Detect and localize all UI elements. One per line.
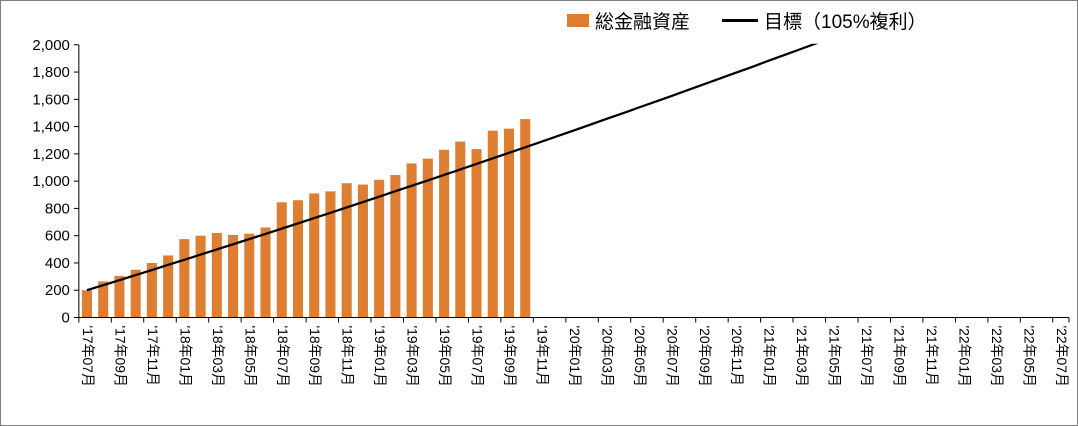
bar: [390, 175, 401, 318]
bar: [439, 149, 450, 318]
x-axis-label: '18年01月: [177, 325, 193, 386]
x-axis-label: '22年07月: [1054, 325, 1070, 386]
bar: [520, 119, 531, 318]
bar: [211, 232, 222, 318]
x-axis-label: '20年05月: [632, 325, 648, 386]
x-axis-label: '18年11月: [340, 325, 356, 385]
x-axis-label: '21年09月: [892, 325, 908, 386]
bar: [309, 193, 320, 318]
bar: [98, 281, 109, 318]
x-axis-label: '18年07月: [275, 325, 291, 386]
y-axis-label: 1,000: [32, 173, 69, 190]
legend-label: 総金融資産: [595, 12, 691, 33]
y-axis-label: 200: [45, 282, 70, 299]
x-axis-label: '21年07月: [859, 325, 875, 386]
x-axis-label: '20年03月: [599, 325, 615, 386]
bar: [244, 233, 255, 318]
bar-series: [81, 119, 531, 318]
bar: [406, 163, 417, 318]
bar: [292, 200, 304, 318]
bar: [487, 130, 498, 318]
x-axis-label: '22年03月: [989, 325, 1005, 386]
x-axis-label: '22年05月: [1021, 325, 1037, 386]
legend-item-target: 目標（105%複利）: [722, 7, 927, 34]
bar: [357, 184, 368, 318]
bar: [422, 158, 433, 318]
y-axis-label: 1,200: [32, 146, 69, 163]
y-axis-label: 1,600: [32, 91, 69, 108]
legend-line-marker: [722, 19, 759, 22]
chart-legend: 総金融資産 目標（105%複利）: [567, 7, 927, 34]
y-axis-label: 0: [62, 310, 70, 327]
x-axis-label: '20年11月: [729, 325, 745, 385]
x-axis-label: '17年11月: [145, 325, 161, 385]
x-axis-label: '19年01月: [372, 325, 388, 386]
bar: [163, 255, 174, 318]
x-axis-label: '18年05月: [242, 325, 258, 386]
bar: [179, 239, 190, 318]
bar: [130, 269, 141, 318]
x-axis-label: '21年11月: [924, 325, 940, 385]
y-axis-label: 2,000: [32, 37, 69, 54]
bar: [374, 179, 385, 318]
x-axis-label: '19年05月: [437, 325, 453, 386]
y-axis-label: 600: [45, 228, 70, 245]
x-axis-label: '20年07月: [664, 325, 680, 386]
bar: [455, 141, 466, 318]
bar: [260, 227, 271, 318]
bar: [146, 262, 157, 318]
bar: [114, 275, 125, 318]
x-axis-label: '19年09月: [502, 325, 518, 386]
bar: [81, 290, 93, 318]
x-axis-label: '20年09月: [697, 325, 713, 386]
x-axis-label: '17年07月: [80, 325, 96, 386]
bar: [276, 202, 287, 318]
x-axis-label: '20年01月: [567, 325, 583, 386]
bar: [228, 235, 239, 318]
x-axis-label: '18年03月: [210, 325, 226, 386]
target-line: [86, 43, 818, 292]
x-axis-label: '19年07月: [470, 325, 486, 386]
y-axis-label: 1,800: [32, 64, 69, 81]
legend-label: 目標（105%複利）: [764, 12, 927, 33]
bar: [341, 183, 352, 318]
x-axis-label: '22年01月: [957, 325, 973, 386]
x-axis-label: '21年05月: [827, 325, 843, 386]
bar: [471, 149, 482, 318]
x-axis-label: '17年09月: [112, 325, 128, 386]
y-axis-label: 400: [45, 255, 70, 272]
x-axis-label: '18年09月: [307, 325, 323, 386]
x-axis-label: '19年03月: [405, 325, 421, 386]
bar: [325, 191, 336, 318]
legend-square-marker: [567, 14, 589, 27]
x-axis-label: '21年01月: [762, 325, 778, 386]
bar: [503, 128, 515, 318]
bar: [195, 235, 206, 318]
y-axis-label: 800: [45, 200, 70, 217]
x-axis-label: '19年11月: [534, 325, 550, 385]
x-axis-label: '21年03月: [794, 325, 810, 386]
y-axis-label: 1,400: [32, 119, 69, 136]
legend-item-assets: 総金融資産: [567, 7, 690, 34]
